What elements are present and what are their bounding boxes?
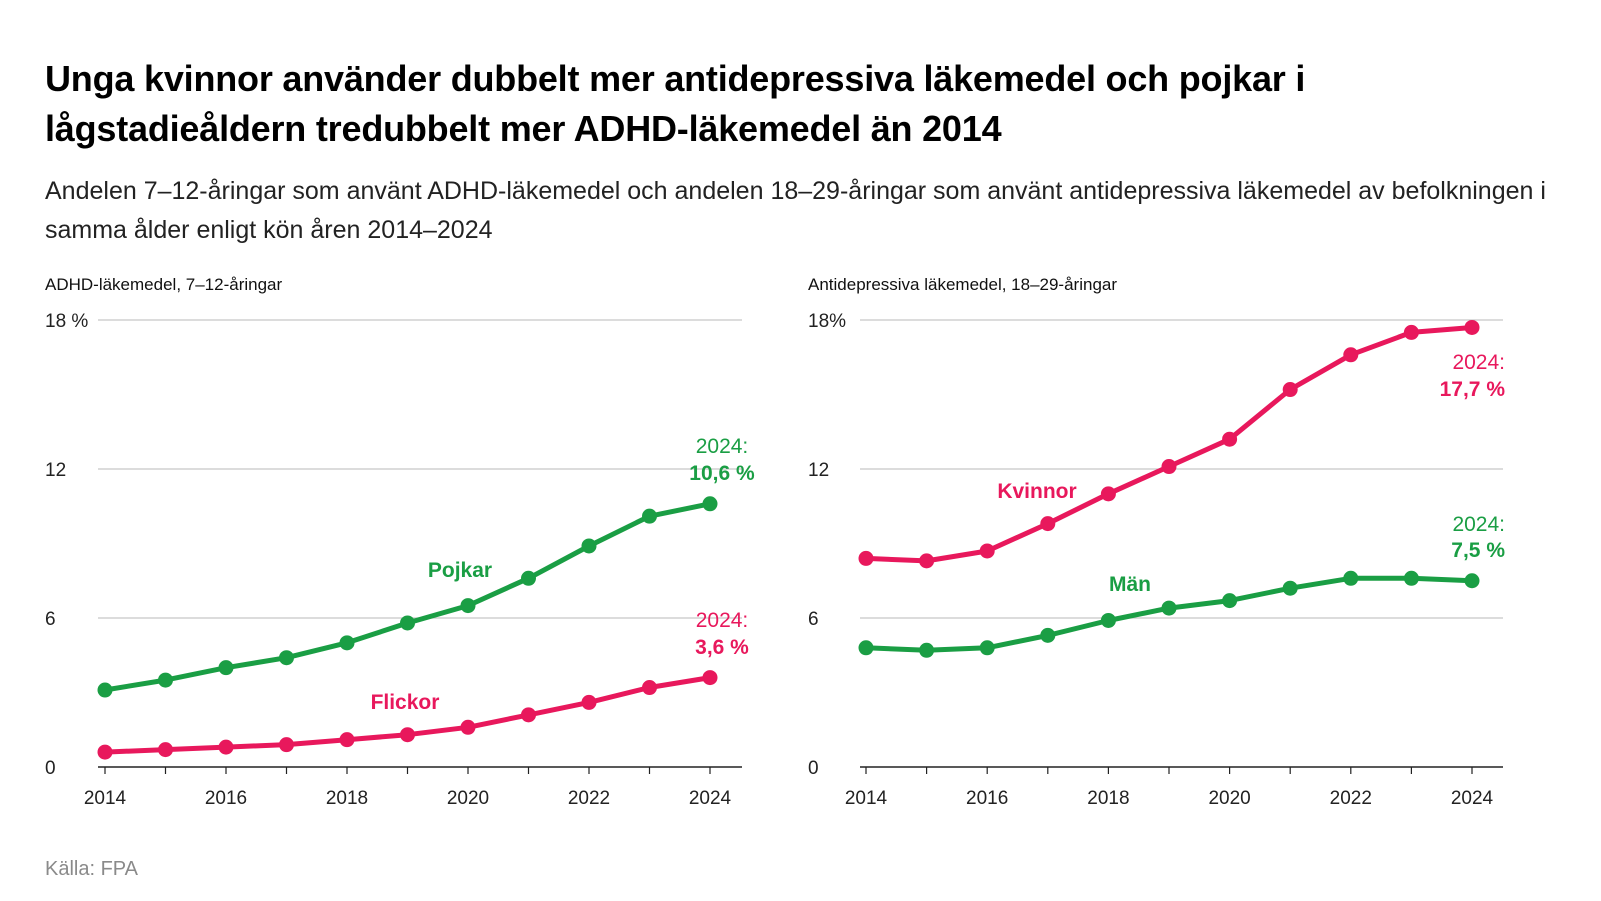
data-point bbox=[1222, 593, 1238, 609]
y-tick-label: 18 % bbox=[45, 311, 88, 332]
end-label-year: 2024: bbox=[1452, 513, 1505, 536]
end-label-value: 3,6 % bbox=[695, 636, 749, 659]
data-point bbox=[1403, 324, 1419, 340]
data-point bbox=[158, 672, 173, 688]
data-point bbox=[858, 550, 874, 566]
data-point bbox=[1343, 347, 1359, 363]
data-point bbox=[521, 707, 536, 723]
series-line-pojkar bbox=[102, 501, 713, 693]
data-point bbox=[339, 732, 355, 748]
data-point bbox=[642, 680, 657, 696]
data-point bbox=[979, 640, 995, 656]
series-label: Flickor bbox=[371, 691, 440, 714]
data-point bbox=[1161, 459, 1177, 475]
data-point bbox=[702, 670, 718, 686]
data-point bbox=[279, 650, 294, 666]
data-point bbox=[642, 508, 657, 524]
y-tick-label: 18% bbox=[808, 311, 846, 332]
data-point bbox=[1040, 516, 1056, 532]
data-point bbox=[460, 719, 476, 735]
data-point bbox=[218, 660, 234, 676]
data-point bbox=[581, 538, 597, 554]
end-label-year: 2024: bbox=[1452, 351, 1505, 374]
data-point bbox=[400, 615, 415, 631]
data-point bbox=[1464, 319, 1480, 335]
data-point bbox=[858, 640, 874, 656]
data-point bbox=[218, 739, 234, 755]
x-tick-label: 2022 bbox=[568, 788, 610, 809]
x-tick-label: 2020 bbox=[1208, 788, 1250, 809]
data-point bbox=[1282, 580, 1298, 596]
data-point bbox=[919, 553, 935, 569]
data-point bbox=[1343, 570, 1359, 586]
x-tick-label: 2018 bbox=[1087, 788, 1129, 809]
y-tick-label: 12 bbox=[45, 460, 66, 481]
data-point bbox=[460, 598, 476, 614]
data-point bbox=[97, 744, 113, 760]
y-tick-label: 12 bbox=[808, 460, 829, 481]
data-point bbox=[1464, 573, 1480, 589]
source-note: Källa: FPA bbox=[45, 858, 138, 880]
y-tick-label: 6 bbox=[45, 609, 56, 630]
data-point bbox=[1403, 570, 1419, 586]
data-point bbox=[400, 727, 415, 743]
end-label-year: 2024: bbox=[696, 435, 749, 458]
series-label: Män bbox=[1109, 573, 1151, 596]
x-tick-label: 2024 bbox=[689, 788, 732, 809]
end-label-year: 2024: bbox=[696, 609, 749, 632]
end-label-value: 7,5 % bbox=[1451, 539, 1505, 562]
data-point bbox=[1161, 600, 1177, 616]
series-label: Pojkar bbox=[428, 559, 492, 582]
x-tick-label: 2016 bbox=[205, 788, 247, 809]
chart-title: Unga kvinnor använder dubbelt mer antide… bbox=[45, 58, 1306, 149]
x-tick-label: 2016 bbox=[966, 788, 1008, 809]
x-tick-label: 2024 bbox=[1451, 788, 1494, 809]
data-point bbox=[1040, 627, 1056, 643]
series-line-kvinnor bbox=[863, 325, 1475, 564]
data-point bbox=[339, 635, 355, 651]
data-point bbox=[1100, 486, 1116, 502]
data-point bbox=[521, 570, 536, 586]
data-point bbox=[279, 737, 294, 753]
data-point bbox=[702, 496, 718, 512]
data-point bbox=[581, 694, 597, 710]
y-tick-label: 0 bbox=[808, 758, 819, 779]
data-point bbox=[1100, 612, 1116, 628]
end-label-value: 10,6 % bbox=[689, 462, 755, 485]
data-point bbox=[158, 742, 173, 758]
y-tick-label: 6 bbox=[808, 609, 819, 630]
panel-title: Antidepressiva läkemedel, 18–29-åringar bbox=[808, 275, 1117, 294]
series-label: Kvinnor bbox=[997, 480, 1076, 503]
x-tick-label: 2014 bbox=[84, 788, 127, 809]
x-tick-label: 2018 bbox=[326, 788, 368, 809]
panel-title: ADHD-läkemedel, 7–12-åringar bbox=[45, 275, 283, 294]
data-point bbox=[97, 682, 113, 698]
data-point bbox=[1222, 431, 1238, 447]
data-point bbox=[919, 642, 935, 658]
x-tick-label: 2020 bbox=[447, 788, 489, 809]
x-tick-label: 2022 bbox=[1330, 788, 1372, 809]
chart-subtitle: Andelen 7–12-åringar som använt ADHD-läk… bbox=[45, 177, 1546, 244]
data-point bbox=[1282, 382, 1298, 398]
y-tick-label: 0 bbox=[45, 758, 56, 779]
x-tick-label: 2014 bbox=[845, 788, 888, 809]
data-point bbox=[979, 543, 995, 559]
end-label-value: 17,7 % bbox=[1440, 378, 1506, 401]
